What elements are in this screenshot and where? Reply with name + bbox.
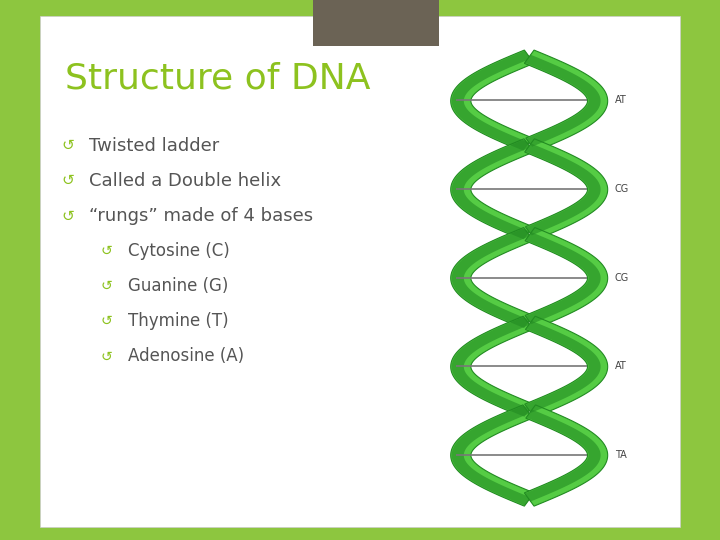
Text: AT: AT <box>615 361 626 372</box>
Polygon shape <box>525 144 600 235</box>
Polygon shape <box>451 228 530 328</box>
Polygon shape <box>526 232 600 324</box>
Bar <box>313 0 439 46</box>
Text: ↺: ↺ <box>101 244 112 258</box>
Text: Adenosine (A): Adenosine (A) <box>128 347 244 366</box>
Text: ↺: ↺ <box>101 314 112 328</box>
Polygon shape <box>525 321 600 413</box>
Text: CG: CG <box>615 184 629 194</box>
Polygon shape <box>451 317 531 417</box>
Polygon shape <box>525 55 600 147</box>
Text: ↺: ↺ <box>101 349 112 363</box>
Text: Guanine (G): Guanine (G) <box>128 277 228 295</box>
Polygon shape <box>451 405 534 506</box>
Polygon shape <box>525 316 608 417</box>
Text: Twisted ladder: Twisted ladder <box>89 137 219 155</box>
Polygon shape <box>451 51 531 151</box>
Polygon shape <box>451 139 534 240</box>
Polygon shape <box>451 316 534 417</box>
Text: Cytosine (C): Cytosine (C) <box>128 242 230 260</box>
Text: Thymine (T): Thymine (T) <box>128 312 229 330</box>
Polygon shape <box>451 227 534 329</box>
Text: ↺: ↺ <box>61 173 74 188</box>
Polygon shape <box>525 139 608 240</box>
Text: TA: TA <box>615 450 626 460</box>
Polygon shape <box>525 227 608 329</box>
Text: ↺: ↺ <box>101 279 112 293</box>
Bar <box>40 16 680 526</box>
Text: Structure of DNA: Structure of DNA <box>65 62 370 95</box>
Text: AT: AT <box>615 96 626 105</box>
Polygon shape <box>451 50 534 151</box>
Polygon shape <box>524 50 608 151</box>
Polygon shape <box>525 409 600 502</box>
Text: Called a Double helix: Called a Double helix <box>89 172 281 190</box>
Text: “rungs” made of 4 bases: “rungs” made of 4 bases <box>89 207 312 225</box>
Polygon shape <box>524 405 608 506</box>
Polygon shape <box>451 139 531 239</box>
Text: ↺: ↺ <box>61 138 74 153</box>
Text: CG: CG <box>615 273 629 283</box>
Polygon shape <box>451 406 531 505</box>
Text: ↺: ↺ <box>61 208 74 224</box>
